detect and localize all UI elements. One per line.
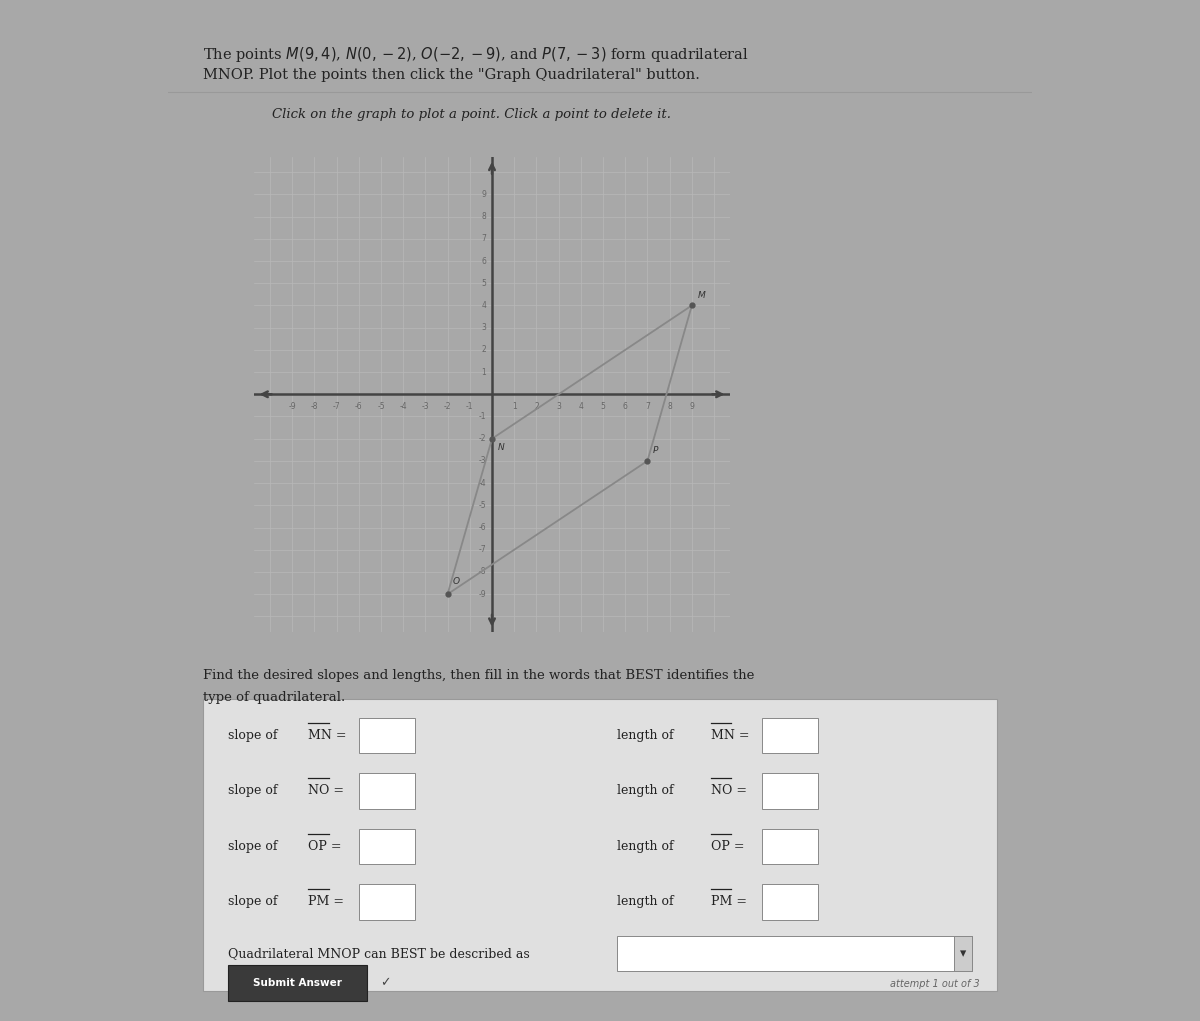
- Text: slope of: slope of: [228, 784, 282, 797]
- Text: NO =: NO =: [710, 784, 746, 797]
- Text: Find the desired slopes and lengths, then fill in the words that BEST identifies: Find the desired slopes and lengths, the…: [203, 669, 754, 682]
- Text: -1: -1: [479, 412, 486, 421]
- Text: OP =: OP =: [308, 840, 342, 853]
- Text: -1: -1: [466, 402, 474, 411]
- FancyBboxPatch shape: [228, 965, 367, 1001]
- Text: PM =: PM =: [710, 895, 746, 909]
- Text: type of quadrilateral.: type of quadrilateral.: [203, 691, 344, 703]
- Text: 1: 1: [481, 368, 486, 377]
- Text: 8: 8: [667, 402, 672, 411]
- Text: Quadrilateral MNOP can BEST be described as: Quadrilateral MNOP can BEST be described…: [228, 946, 530, 960]
- Text: 7: 7: [646, 402, 650, 411]
- Text: -7: -7: [332, 402, 341, 411]
- Text: MN =: MN =: [308, 729, 347, 742]
- Text: -6: -6: [355, 402, 362, 411]
- Text: 2: 2: [481, 345, 486, 354]
- FancyBboxPatch shape: [359, 829, 415, 864]
- Text: -4: -4: [400, 402, 407, 411]
- Text: PM =: PM =: [308, 895, 344, 909]
- Text: slope of: slope of: [228, 895, 282, 909]
- Text: 7: 7: [481, 235, 486, 243]
- Text: NO =: NO =: [308, 784, 344, 797]
- Text: -5: -5: [479, 501, 486, 509]
- Text: slope of: slope of: [228, 840, 282, 853]
- Text: 2: 2: [534, 402, 539, 411]
- Text: -4: -4: [479, 479, 486, 488]
- Text: -3: -3: [479, 456, 486, 466]
- Text: 4: 4: [578, 402, 583, 411]
- Text: length of: length of: [617, 895, 678, 909]
- Text: Submit Answer: Submit Answer: [253, 978, 342, 988]
- Text: N: N: [498, 443, 504, 452]
- Text: length of: length of: [617, 840, 678, 853]
- Text: 3: 3: [481, 324, 486, 332]
- FancyBboxPatch shape: [762, 718, 817, 753]
- Text: O: O: [454, 577, 461, 586]
- Text: -2: -2: [479, 434, 486, 443]
- Text: 9: 9: [481, 190, 486, 199]
- Text: -8: -8: [479, 568, 486, 577]
- FancyBboxPatch shape: [762, 884, 817, 920]
- Text: Click on the graph to plot a point. Click a point to delete it.: Click on the graph to plot a point. Clic…: [271, 107, 671, 120]
- Text: length of: length of: [617, 784, 678, 797]
- Text: P: P: [653, 446, 659, 455]
- Text: OP =: OP =: [710, 840, 744, 853]
- Text: length of: length of: [617, 729, 678, 742]
- Text: 3: 3: [556, 402, 562, 411]
- Text: The points $M(9, 4)$, $N(0, -2)$, $O(-2, -9)$, and $P(7, -3)$ form quadrilateral: The points $M(9, 4)$, $N(0, -2)$, $O(-2,…: [203, 45, 749, 64]
- Text: -9: -9: [479, 590, 486, 598]
- FancyBboxPatch shape: [359, 718, 415, 753]
- FancyBboxPatch shape: [359, 773, 415, 809]
- FancyBboxPatch shape: [762, 829, 817, 864]
- Text: -5: -5: [377, 402, 385, 411]
- Text: 6: 6: [481, 256, 486, 265]
- Text: M: M: [697, 291, 706, 300]
- Text: slope of: slope of: [228, 729, 282, 742]
- Text: -3: -3: [421, 402, 430, 411]
- Text: MN =: MN =: [710, 729, 749, 742]
- Text: 9: 9: [690, 402, 695, 411]
- Text: 5: 5: [600, 402, 606, 411]
- Text: ▾: ▾: [960, 946, 966, 960]
- FancyBboxPatch shape: [617, 935, 972, 971]
- Text: ✓: ✓: [379, 976, 390, 989]
- Text: -9: -9: [288, 402, 296, 411]
- Text: -7: -7: [479, 545, 486, 554]
- FancyBboxPatch shape: [762, 773, 817, 809]
- FancyBboxPatch shape: [954, 935, 972, 971]
- Text: 1: 1: [512, 402, 516, 411]
- Text: 6: 6: [623, 402, 628, 411]
- Text: attempt 1 out of 3: attempt 1 out of 3: [890, 979, 980, 989]
- Text: MNOP. Plot the points then click the "Graph Quadrilateral" button.: MNOP. Plot the points then click the "Gr…: [203, 68, 700, 82]
- Text: 4: 4: [481, 301, 486, 310]
- Text: 8: 8: [481, 212, 486, 222]
- Text: 5: 5: [481, 279, 486, 288]
- Text: -8: -8: [311, 402, 318, 411]
- FancyBboxPatch shape: [359, 884, 415, 920]
- FancyBboxPatch shape: [203, 698, 997, 991]
- Text: -2: -2: [444, 402, 451, 411]
- Text: -6: -6: [479, 523, 486, 532]
